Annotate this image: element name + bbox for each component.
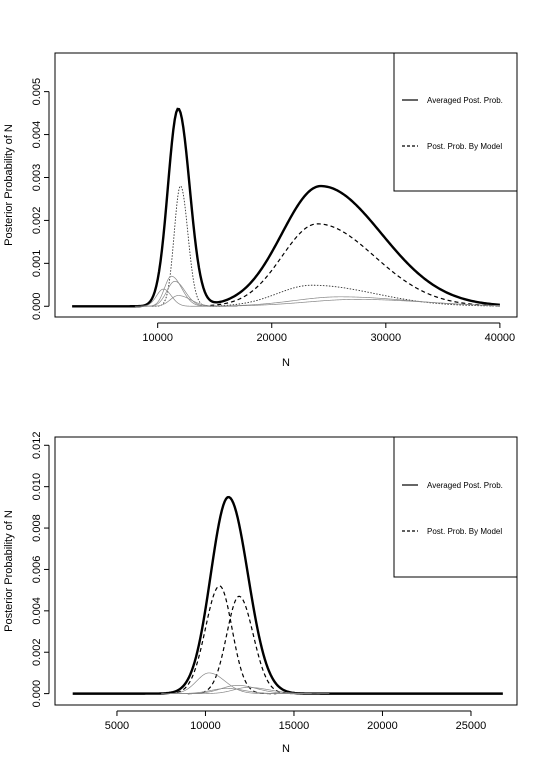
bottom-y-tick-label-5: 0.010 — [31, 473, 43, 501]
bottom-y-tick-label-6: 0.012 — [31, 432, 43, 460]
top-chart: 10000 20000 30000 40000 0.0000.0010.0020.00… — [3, 52, 518, 369]
top-series — [72, 107, 500, 308]
top-legend-box — [393, 52, 518, 192]
bottom-y-tick-label-3: 0.006 — [31, 556, 43, 584]
bottom-series-line-6 — [170, 688, 312, 694]
top-x-tick-label-1: 20000 — [256, 332, 287, 344]
top-x-tick-label-2: 30000 — [371, 332, 402, 344]
top-y-tick-label-1: 0.001 — [31, 250, 43, 278]
top-series-line-3 — [214, 284, 500, 307]
bottom-y-tick-label-1: 0.002 — [31, 638, 43, 666]
top-legend-label-averaged: Averaged Post. Prob. — [427, 96, 503, 105]
bottom-y-tick-label-2: 0.004 — [31, 597, 43, 625]
bottom-x-tick-label-0: 5000 — [105, 720, 129, 732]
bottom-series-line-0 — [72, 495, 503, 695]
bottom-y-axis: 0.000 0.002 0.004 0.006 0.008 0.010 0.012 — [31, 432, 50, 708]
top-x-axis-label: N — [282, 357, 290, 369]
bottom-x-axis-label: N — [282, 743, 290, 755]
top-y-tick-label-4: 0.004 — [31, 121, 43, 149]
bottom-y-axis-label: Posterior Probability of N — [3, 510, 15, 632]
top-y-tick-label-5: 0.005 — [31, 78, 43, 106]
top-series-line-1 — [203, 223, 500, 307]
top-x-tick-label-0: 10000 — [142, 332, 173, 344]
top-series-line-2 — [151, 185, 221, 307]
bottom-legend-label-averaged: Averaged Post. Prob. — [427, 481, 503, 490]
top-series-line-6 — [134, 288, 215, 307]
bottom-series-line-3 — [161, 672, 286, 694]
bottom-x-tick-label-1: 10000 — [190, 720, 221, 732]
bottom-x-tick-label-4: 25000 — [456, 720, 487, 732]
bottom-x-tick-label-2: 15000 — [279, 720, 310, 732]
bottom-y-tick-label-0: 0.000 — [31, 680, 43, 708]
bottom-chart: 5000 10000 15000 20000 25000 0.000 0.002 0.004… — [3, 432, 518, 755]
top-y-tick-label-3: 0.003 — [31, 164, 43, 192]
top-x-axis: 10000 20000 30000 40000 — [142, 322, 516, 344]
bottom-x-axis: 5000 10000 15000 20000 25000 — [105, 710, 487, 732]
top-series-line-0 — [72, 107, 500, 308]
top-y-axis: 0.000 0.001 0.002 0.003 0.004 0.005 — [31, 78, 50, 321]
top-x-tick-label-3: 40000 — [485, 332, 516, 344]
bottom-legend-label-by-model: Post. Prob. By Model — [427, 527, 502, 536]
bottom-legend-box — [393, 436, 518, 578]
bottom-y-tick-label-4: 0.008 — [31, 514, 43, 542]
top-legend-label-by-model: Post. Prob. By Model — [427, 142, 502, 151]
top-legend: Averaged Post. Prob. Post. Prob. By Mode… — [393, 52, 518, 192]
top-y-axis-label: Posterior Probability of N — [3, 124, 15, 246]
bottom-legend: Averaged Post. Prob. Post. Prob. By Mode… — [393, 436, 518, 578]
top-y-tick-label-0: 0.000 — [31, 293, 43, 321]
top-series-line-9 — [214, 299, 500, 307]
top-y-tick-label-2: 0.002 — [31, 207, 43, 235]
bottom-x-tick-label-3: 20000 — [367, 720, 398, 732]
bottom-series — [72, 495, 503, 695]
